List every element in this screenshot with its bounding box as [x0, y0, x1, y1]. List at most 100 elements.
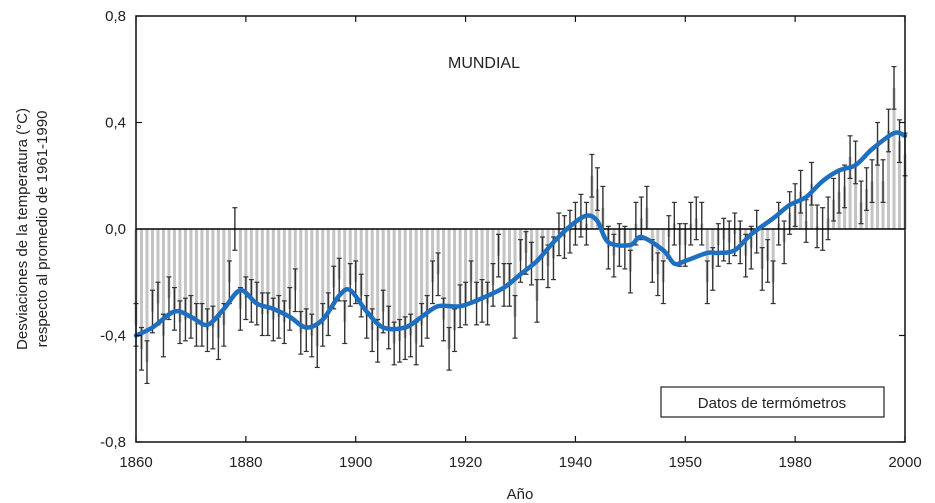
annual-bar — [211, 229, 215, 328]
chart-title: MUNDIAL — [448, 55, 520, 72]
annual-bar — [293, 229, 297, 291]
y-axis-title-line2: respecto al promedio de 1961-1990 — [34, 111, 51, 348]
annual-bar — [442, 229, 446, 320]
annual-bar — [277, 229, 281, 317]
annual-bar — [431, 229, 435, 283]
annual-bar — [392, 229, 396, 344]
annual-bar — [425, 229, 429, 317]
x-axis-ticks: 1860 1880 1900 1920 1940 1950 1980 2000 — [119, 16, 922, 471]
annual-bar — [409, 229, 413, 336]
annual-bar — [535, 229, 539, 301]
annual-bar — [414, 229, 418, 344]
annual-bar — [870, 181, 874, 229]
annual-bar — [156, 229, 160, 304]
x-tick-label: 1920 — [449, 454, 482, 471]
annual-bars — [134, 87, 907, 363]
y-tick-label: 0,0 — [105, 221, 126, 238]
annual-bar — [326, 229, 330, 315]
annual-bar — [238, 229, 242, 309]
y-tick-label: -0,8 — [100, 434, 126, 451]
annual-bar — [458, 229, 462, 307]
annual-bar — [244, 229, 248, 299]
y-tick-label: -0,4 — [100, 328, 126, 345]
y-axis-title-line1: Desviaciones de la temperatura (°C) — [14, 108, 31, 350]
annual-bar — [403, 229, 407, 339]
x-tick-label: 1940 — [559, 454, 592, 471]
annual-bar — [771, 229, 775, 283]
legend-box — [660, 386, 885, 418]
annual-bar — [189, 229, 193, 317]
annual-bar — [205, 229, 209, 331]
annual-bar — [436, 229, 440, 275]
annual-bar — [222, 229, 226, 325]
annual-bar — [376, 229, 380, 341]
annual-bar — [161, 229, 165, 336]
annual-bar — [194, 229, 198, 325]
annual-bar — [513, 229, 517, 317]
annual-bar — [348, 229, 352, 285]
annual-bar — [881, 181, 885, 229]
annual-bar — [310, 229, 314, 336]
annual-bar — [337, 229, 341, 280]
annual-bar — [387, 229, 391, 328]
annual-bar — [145, 229, 149, 363]
annual-bar — [354, 229, 358, 283]
y-tick-label: 0,8 — [105, 8, 126, 25]
annual-bar — [848, 157, 852, 229]
annual-bar — [370, 229, 374, 331]
annual-bar — [249, 229, 253, 301]
annual-bar — [854, 162, 858, 229]
x-tick-label: 1950 — [669, 454, 702, 471]
annual-bar — [365, 229, 369, 317]
annual-bar — [183, 229, 187, 320]
annual-bar — [486, 229, 490, 304]
smooth-series-line — [133, 130, 908, 338]
annual-bar — [167, 229, 171, 299]
x-tick-label: 1900 — [339, 454, 372, 471]
annual-bar — [304, 229, 308, 331]
annual-bar — [475, 229, 479, 304]
x-axis-title: Año — [507, 486, 534, 503]
annual-bar — [200, 229, 204, 325]
annual-bar — [150, 229, 154, 312]
y-tick-label: 0,4 — [105, 115, 126, 132]
annual-bar — [260, 229, 264, 315]
annual-bar — [892, 87, 896, 229]
annual-bar — [810, 183, 814, 229]
annual-bar — [288, 229, 292, 309]
annual-bar — [480, 229, 484, 301]
annual-bar — [661, 229, 665, 283]
x-tick-label: 2000 — [888, 454, 921, 471]
annual-bar — [469, 229, 473, 283]
y-axis-ticks: -0,8 -0,4 0,0 0,4 0,8 — [100, 8, 905, 451]
annual-bar — [321, 229, 325, 325]
annual-bar — [381, 229, 385, 312]
annual-bar — [420, 229, 424, 325]
annual-bar — [315, 229, 319, 347]
annual-bar — [502, 229, 506, 285]
annual-bar — [464, 229, 468, 304]
annual-bar — [398, 229, 402, 341]
annual-bar — [491, 229, 495, 285]
annual-bar — [359, 229, 363, 296]
annual-bar — [508, 229, 512, 285]
x-tick-label: 1860 — [119, 454, 152, 471]
legend-box-label: Datos de termómetros — [698, 395, 846, 412]
annual-bar — [887, 130, 891, 229]
annual-bar — [227, 229, 231, 283]
annual-bar — [453, 229, 457, 331]
error-bars — [133, 65, 908, 385]
annual-bar — [897, 141, 902, 229]
annual-bar — [172, 229, 176, 309]
annual-bar — [876, 143, 880, 229]
annual-bar — [255, 229, 259, 304]
annual-bar — [343, 229, 347, 323]
annual-bar — [216, 229, 220, 339]
annual-bar — [266, 229, 270, 315]
annual-bar — [332, 229, 336, 288]
annual-bar — [178, 229, 182, 323]
x-tick-label: 1880 — [229, 454, 262, 471]
annual-bar — [447, 229, 451, 349]
annual-bar — [656, 229, 660, 275]
